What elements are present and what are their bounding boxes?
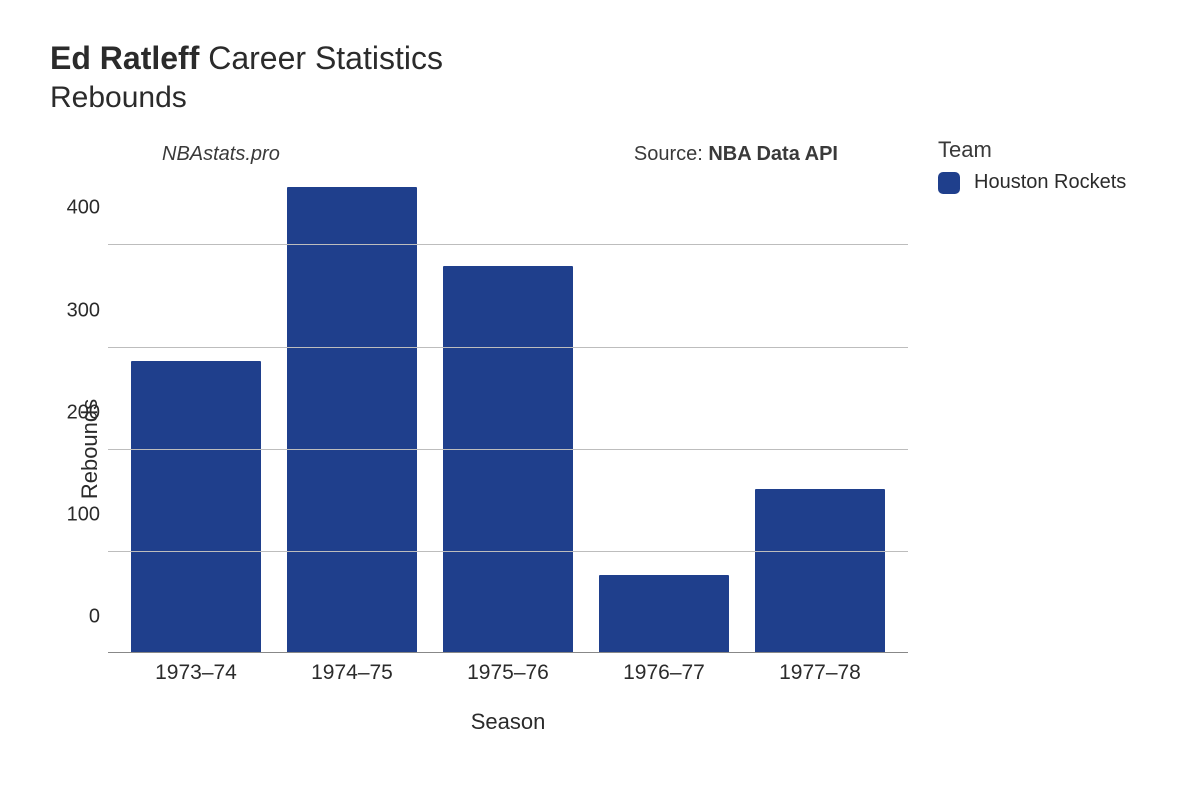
- source-credit: Source: NBA Data API: [634, 143, 838, 166]
- site-credit: NBAstats.pro: [162, 143, 280, 166]
- title-block: Ed Ratleff Career Statistics Rebounds: [50, 40, 1160, 115]
- legend-title: Team: [938, 137, 1126, 163]
- chart-subtitle: Rebounds: [50, 81, 1160, 115]
- chart-column: NBAstats.pro Source: NBA Data API Reboun…: [108, 137, 908, 735]
- y-tick-label: 300: [50, 299, 100, 322]
- player-name: Ed Ratleff: [50, 40, 199, 76]
- x-tick-label: 1977–78: [755, 661, 885, 685]
- y-tick-label: 0: [50, 606, 100, 629]
- chart-container: Ed Ratleff Career Statistics Rebounds NB…: [0, 0, 1200, 800]
- bar: [443, 266, 573, 652]
- legend-swatch: [938, 172, 960, 194]
- title-suffix: Career Statistics: [208, 40, 443, 76]
- bar: [131, 361, 261, 652]
- x-axis-label: Season: [108, 709, 908, 735]
- y-tick-label: 200: [50, 401, 100, 424]
- gridline: [108, 244, 908, 245]
- x-tick-label: 1973–74: [131, 661, 261, 685]
- source-prefix: Source:: [634, 143, 708, 165]
- x-tick-label: 1974–75: [287, 661, 417, 685]
- legend: Team Houston Rockets: [938, 137, 1126, 194]
- plot-area: [108, 173, 908, 653]
- legend-items: Houston Rockets: [938, 171, 1126, 194]
- gridline: [108, 347, 908, 348]
- x-tick-label: 1975–76: [443, 661, 573, 685]
- y-tick-label: 100: [50, 503, 100, 526]
- source-name: NBA Data API: [708, 143, 838, 165]
- chart-title: Ed Ratleff Career Statistics: [50, 40, 1160, 77]
- y-tick-label: 400: [50, 197, 100, 220]
- x-tick-label: 1976–77: [599, 661, 729, 685]
- gridline: [108, 449, 908, 450]
- legend-item: Houston Rockets: [938, 171, 1126, 194]
- plot-wrap: NBAstats.pro Source: NBA Data API Reboun…: [50, 137, 1160, 735]
- bar: [599, 575, 729, 652]
- annotation-row: NBAstats.pro Source: NBA Data API: [108, 137, 908, 173]
- gridline: [108, 551, 908, 552]
- x-ticks: 1973–74 1974–75 1975–76 1976–77 1977–78: [108, 653, 908, 685]
- legend-item-label: Houston Rockets: [974, 171, 1126, 194]
- bar: [287, 187, 417, 652]
- bar: [755, 489, 885, 652]
